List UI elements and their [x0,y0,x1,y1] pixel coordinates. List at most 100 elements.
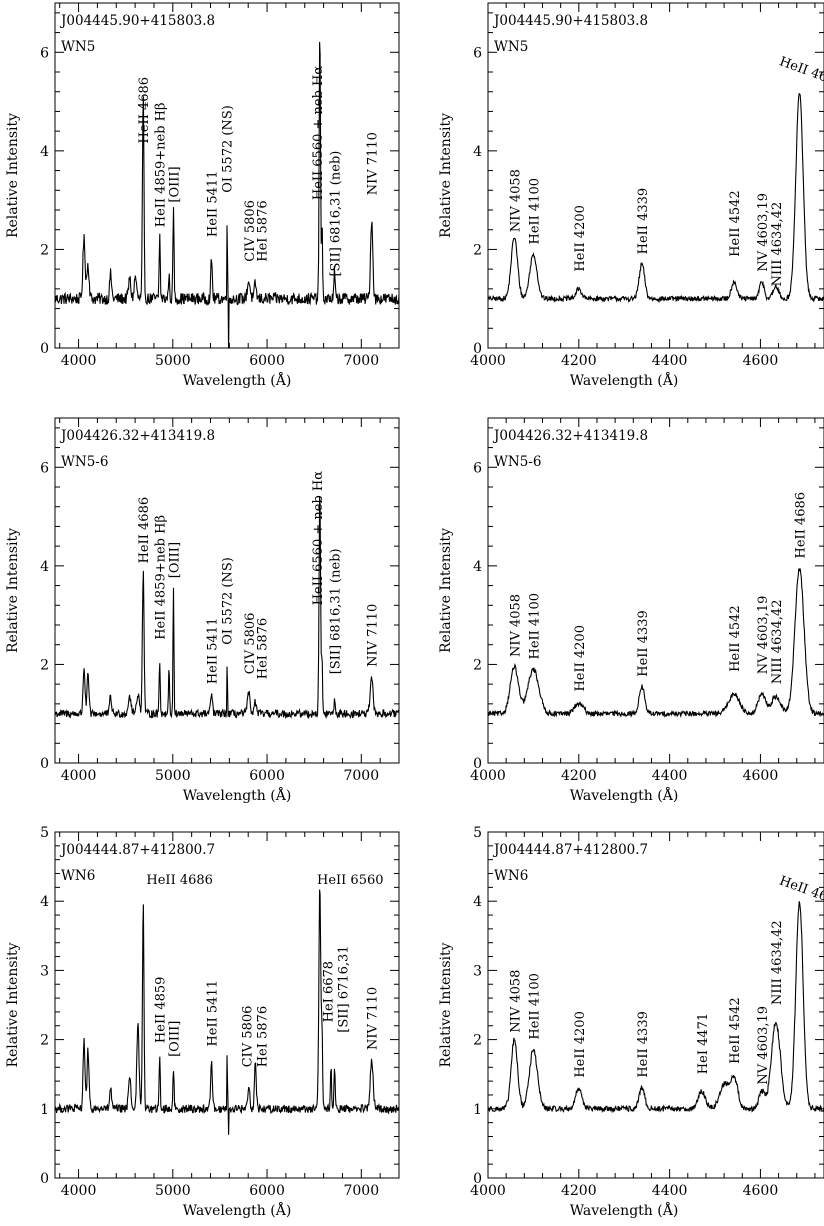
line-label: HeII 4686 [137,497,152,564]
x-axis-title: Wavelength (Å) [183,371,292,389]
y-tick-label: 0 [40,756,49,772]
x-tick-label: 4400 [652,1183,688,1199]
x-tick-label: 4600 [743,353,779,369]
spectral-type: WN5 [61,39,95,55]
line-label: HeI 6678 [321,961,336,1022]
plot-frame [54,2,400,349]
plot-frame [487,2,824,349]
line-label: NV 4603,19 [756,193,771,272]
line-label: HeII 4200 [573,625,588,692]
spectral-type: WN6 [61,868,95,884]
plot-frame [54,417,400,764]
x-axis-title: Wavelength (Å) [183,1201,292,1219]
y-tick-label: 4 [473,559,482,575]
y-tick-label: 5 [473,825,482,841]
x-tick-label: 4000 [61,768,97,784]
line-label: NIII 4634,42 [770,599,785,684]
star-name: J004444.87+412800.7 [492,842,648,858]
y-tick-label: 2 [40,1033,49,1049]
x-tick-label: 7000 [343,1183,379,1199]
line-label: NIV 7110 [366,987,381,1050]
star-name: J004445.90+415803.8 [59,13,215,29]
line-label: OI 5572 (NS) [221,105,236,193]
x-tick-label: 6000 [249,1183,285,1199]
line-label: HeII 4339 [636,610,651,677]
y-tick-label: 5 [40,825,49,841]
x-tick-label: 4200 [561,768,597,784]
line-label: NIV 7110 [366,132,381,195]
chart-panel-left-2: 4000 5000 6000 7000 0 2 4 6 Wavelength (Å) Relati… [5,417,400,804]
spectral-type: WN5-6 [61,454,108,470]
line-label: HeII 5411 [206,618,221,685]
plot-frame [487,417,824,764]
y-tick-label: 2 [40,242,49,258]
y-axis-title: Relative Intensity [438,528,454,653]
x-tick-label: 6000 [249,768,285,784]
line-label: HeII 4859+neb Hβ [154,515,169,640]
x-axis-title: Wavelength (Å) [570,786,679,804]
spectral-type: WN5 [494,39,528,55]
line-label: HeII 4686 [777,874,824,911]
x-tick-label: 5000 [155,353,191,369]
y-tick-label: 4 [473,144,482,160]
line-label: HeII 4686 [777,54,824,91]
line-label: [SII] 6816,31 (neb) [329,151,344,277]
line-label: [SII] 6816,31 (neb) [329,548,344,674]
y-tick-label: 2 [473,1033,482,1049]
y-tick-label: 4 [40,894,49,910]
line-label: CIV 5806 [240,1006,255,1068]
x-tick-label: 4600 [743,768,779,784]
y-tick-label: 0 [473,341,482,357]
line-label: HeII 4542 [728,605,743,672]
chart-panel-right-2: 4000 4200 4400 4600 0 2 4 6 Wavelength (Å) Relati… [438,417,824,804]
y-tick-label: 6 [473,45,482,61]
line-label: HeII 4859+neb Hβ [154,102,169,227]
y-tick-label: 0 [473,756,482,772]
line-label: HeII 5411 [206,171,221,238]
chart-panel-right-1: 4000 4200 4400 4600 0 2 4 6 Wavelength (Å) Relati… [438,2,824,389]
line-label: [OIII] [167,1021,182,1057]
line-label: NV 4603,19 [756,1006,771,1085]
x-tick-label: 4000 [61,1183,97,1199]
line-label: HeII 4859 [154,977,169,1044]
x-tick-label: 5000 [155,768,191,784]
line-label: HeII 4542 [728,997,743,1064]
line-label: HeII 4542 [728,190,743,257]
line-label: HeII 4200 [573,1011,588,1078]
line-label: HeII 4100 [527,593,542,660]
line-label: CIV 5806 [243,613,258,675]
line-label: NIII 4634,42 [770,920,785,1005]
chart-panel-right-3: 4000 4200 4400 4600 0 1 2 3 4 5 Wavelength (Å) Rela… [438,825,824,1219]
y-axis-title: Relative Intensity [438,942,454,1067]
line-label: HeII 6560 + neb Hα [311,471,326,606]
y-tick-label: 4 [40,144,49,160]
y-tick-label: 2 [40,657,49,673]
y-tick-label: 0 [40,341,49,357]
y-axis-title: Relative Intensity [438,113,454,238]
line-label: HeI 5876 [255,1006,270,1067]
line-label: HeII 4339 [636,188,651,255]
spectrum-line [55,495,399,720]
x-axis-title: Wavelength (Å) [183,786,292,804]
line-label: HeII 6560 + neb Hα [311,66,326,201]
x-tick-label: 4200 [561,1183,597,1199]
y-tick-label: 2 [473,242,482,258]
spectral-type: WN5-6 [494,454,541,470]
spectrum-line [488,568,824,719]
star-name: J004445.90+415803.8 [492,13,648,29]
x-tick-label: 4400 [652,353,688,369]
line-label: NIV 7110 [366,604,381,667]
line-label: HeII 4339 [636,1011,651,1078]
x-tick-label: 4400 [652,768,688,784]
line-label: NIV 4058 [508,169,523,232]
y-axis-title: Relative Intensity [5,113,21,238]
line-label: HeI 4471 [696,1013,711,1074]
x-tick-label: 4600 [743,1183,779,1199]
plot-frame [54,831,400,1179]
line-label: NV 4603,19 [756,596,771,675]
line-label: HeII 4200 [573,205,588,272]
y-tick-label: 6 [40,45,49,61]
line-label: HeII 4100 [527,973,542,1040]
line-label: NIII 4634,42 [770,202,785,287]
x-tick-label: 4000 [470,768,506,784]
